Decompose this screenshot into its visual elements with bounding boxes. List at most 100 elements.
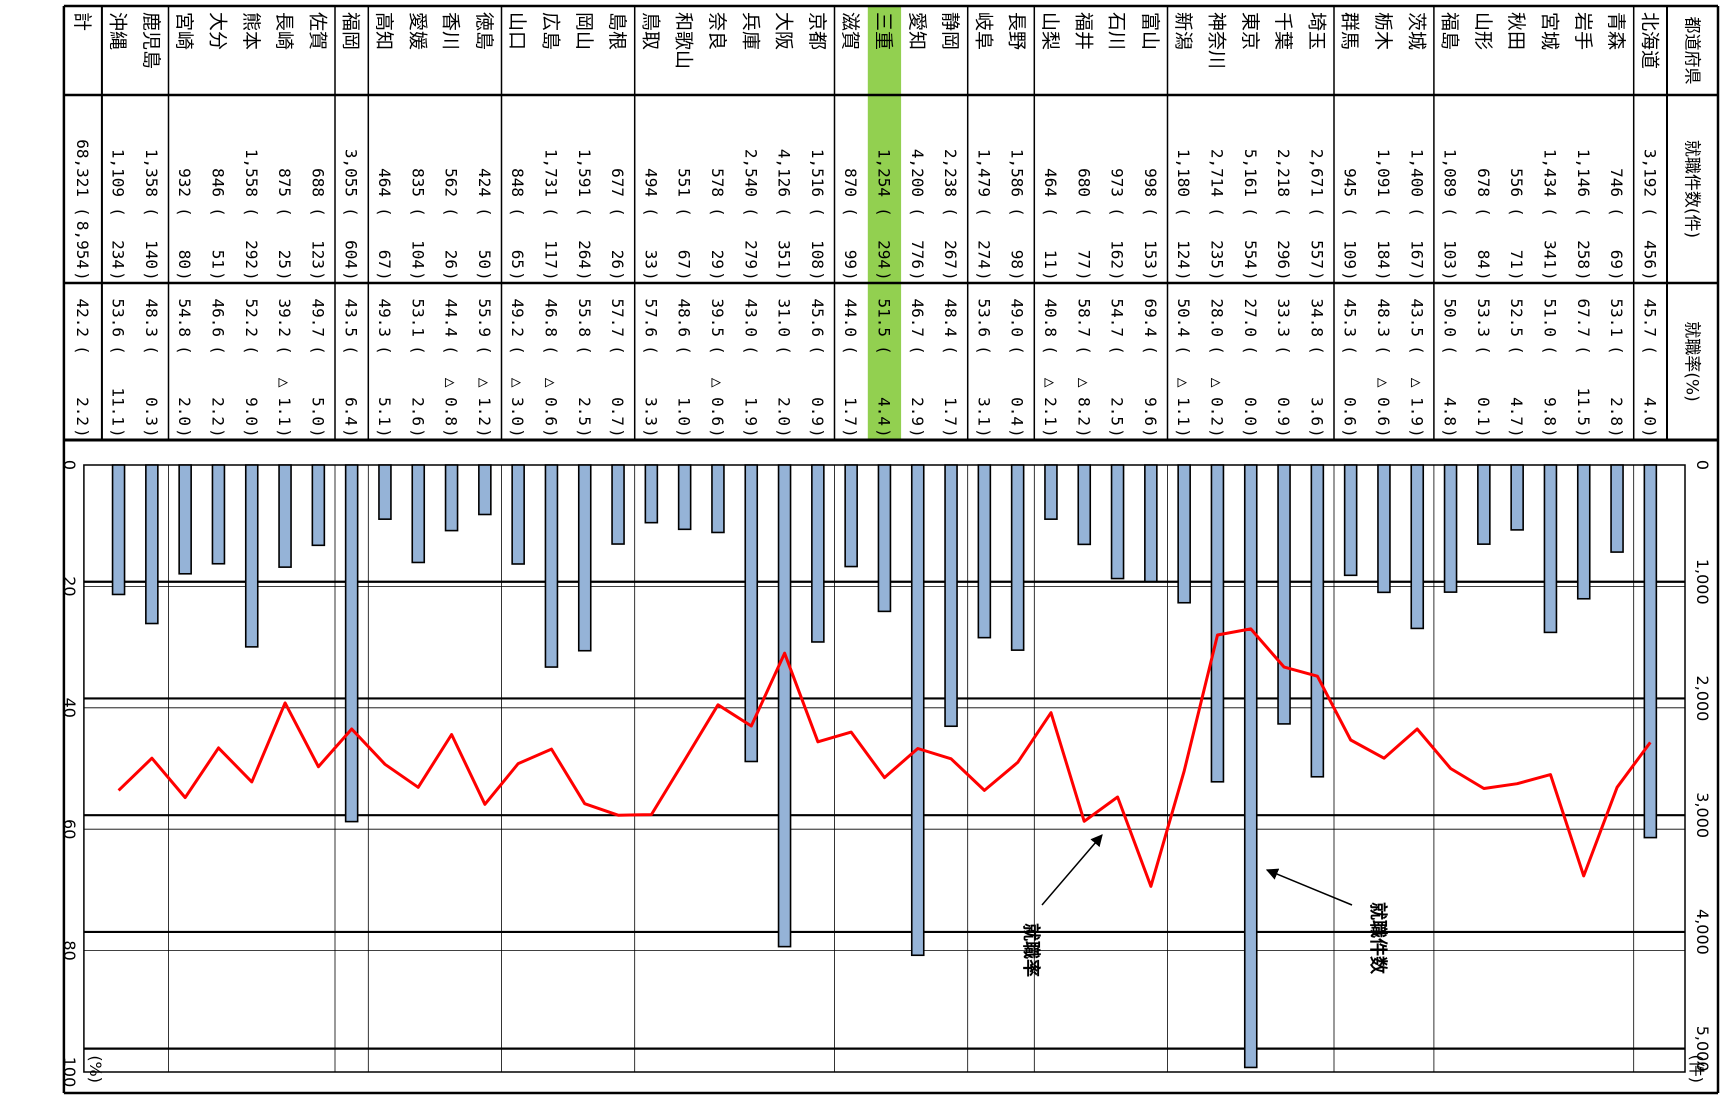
prefecture-name: 富山 xyxy=(1139,12,1161,50)
rate-paren-open: ( xyxy=(1441,345,1460,355)
rate-change: △ 1.1 xyxy=(1174,378,1193,426)
rate-paren-open: ( xyxy=(575,345,594,355)
count-paren-open: ( xyxy=(408,207,427,217)
count-change: 26 xyxy=(442,250,461,269)
count-value: 678 xyxy=(1474,168,1493,197)
count-paren-open: ( xyxy=(874,207,893,217)
rate-change: 0.1 xyxy=(1474,397,1493,426)
rate-paren-close: ) xyxy=(475,428,494,438)
count-paren-close: ) xyxy=(641,271,660,281)
rate-change: △ 1.1 xyxy=(275,378,294,426)
count-value: 848 xyxy=(508,168,527,197)
count-paren-close: ) xyxy=(708,271,727,281)
prefecture-name: 栃木 xyxy=(1372,12,1394,50)
count-change: 103 xyxy=(1441,240,1460,269)
count-value: 2,238 xyxy=(941,149,960,197)
table-row: 鹿児島 1,358 (140) 48.3 (0.3) xyxy=(140,12,162,438)
rate-paren-close: ) xyxy=(775,428,794,438)
table-row: 岡山 1,591 (264) 55.8 (2.5) xyxy=(573,12,595,438)
rotated-sheet: 都道府県就職件数(件)就職率(%)北海道3,192(456)45.7(4.0)青… xyxy=(60,4,1720,1095)
table-row: 富山 998 (153) 69.4 (9.6) xyxy=(1139,12,1161,438)
rate-change: 2.9 xyxy=(908,397,927,426)
count-paren-open: ( xyxy=(708,207,727,217)
rate-value: 43.5 xyxy=(1407,298,1426,337)
rate-paren-close: ) xyxy=(242,428,261,438)
count-value: 2,714 xyxy=(1207,149,1226,197)
bar-大阪 xyxy=(777,464,792,948)
table-row: 熊本 1,558 (292) 52.2 (9.0) xyxy=(240,12,262,438)
rate-change: 0.9 xyxy=(1274,397,1293,426)
rate-value: 46.6 xyxy=(208,298,227,337)
count-paren-close: ) xyxy=(475,271,494,281)
rate-change: 0.3 xyxy=(142,397,161,426)
count-paren-open: ( xyxy=(208,207,227,217)
prefecture-name: 福島 xyxy=(1439,12,1461,50)
rate-paren-open: ( xyxy=(874,345,893,355)
rate-value: 53.6 xyxy=(109,298,128,337)
rate-paren-close: ) xyxy=(608,428,627,438)
rate-change: 2.0 xyxy=(775,397,794,426)
count-paren-open: ( xyxy=(1441,207,1460,217)
rate-paren-close: ) xyxy=(1441,428,1460,438)
bar-新潟 xyxy=(1177,464,1191,604)
rate-paren-close: ) xyxy=(741,428,760,438)
rate-value: 49.2 xyxy=(508,298,527,337)
rate-change: 11.1 xyxy=(109,387,128,426)
rate-change: 2.5 xyxy=(575,397,594,426)
count-change: 351 xyxy=(775,240,794,269)
count-paren-close: ) xyxy=(508,271,527,281)
rate-paren-close: ) xyxy=(308,428,327,438)
count-change: 11 xyxy=(1041,250,1060,269)
count-paren-close: ) xyxy=(1274,271,1293,281)
table-row: 神奈川 2,714 (235) 28.0 (△ 0.2) xyxy=(1205,12,1227,438)
count-value: 1,731 xyxy=(541,149,560,197)
highlight-row xyxy=(867,6,902,440)
table-row: 山形 678 (84) 53.3 (0.1) xyxy=(1472,12,1494,438)
count-paren-close: ) xyxy=(1307,271,1326,281)
bar-埼玉 xyxy=(1310,464,1325,778)
table-row: 宮崎 932 (80) 54.8 (2.0) xyxy=(173,12,195,438)
count-change: 234 xyxy=(109,240,128,269)
count-change: 117 xyxy=(541,240,560,269)
rate-change: 3.6 xyxy=(1307,397,1326,426)
rate-value: 48.3 xyxy=(1374,298,1393,337)
bar-沖縄 xyxy=(111,464,126,596)
count-paren-close: ) xyxy=(541,271,560,281)
rate-change: 6.4 xyxy=(342,397,361,426)
rate-paren-close: ) xyxy=(675,428,694,438)
bar-山口 xyxy=(511,464,525,565)
table-row: 大分 846 (51) 46.6 (2.2) xyxy=(206,12,228,438)
rate-change: 2.2 xyxy=(73,397,92,426)
rate-paren-close: ) xyxy=(841,428,860,438)
table-row: 大阪 4,126 (351) 31.0 (2.0) xyxy=(773,12,795,438)
rate-paren-open: ( xyxy=(1574,345,1593,355)
rate-paren-open: ( xyxy=(1008,345,1027,355)
rate-tick-label: 40 xyxy=(60,698,79,718)
rate-paren-open: ( xyxy=(1241,345,1260,355)
prefecture-name: 神奈川 xyxy=(1205,12,1227,69)
bar-石川 xyxy=(1110,464,1125,580)
count-paren-close: ) xyxy=(1640,271,1659,281)
count-change: 776 xyxy=(908,240,927,269)
bar-愛知 xyxy=(910,464,925,957)
rate-paren-open: ( xyxy=(508,345,527,355)
count-change: 123 xyxy=(308,240,327,269)
bar-和歌山 xyxy=(677,464,692,531)
rate-paren-close: ) xyxy=(375,428,394,438)
count-value: 746 xyxy=(1607,168,1626,197)
rate-value: 46.8 xyxy=(541,298,560,337)
count-paren-close: ) xyxy=(1540,271,1559,281)
prefecture-name: 和歌山 xyxy=(673,12,695,69)
rate-paren-open: ( xyxy=(442,345,461,355)
prefecture-name: 長野 xyxy=(1006,12,1028,50)
count-change: 67 xyxy=(675,250,694,269)
table-row: 京都 1,516 (108) 45.6 (0.9) xyxy=(806,12,828,438)
count-paren-open: ( xyxy=(1341,207,1360,217)
table-row: 岩手 1,146 (258) 67.7 (11.5) xyxy=(1572,12,1594,438)
rate-change: 1.0 xyxy=(675,397,694,426)
count-change: 8,954 xyxy=(73,221,92,269)
rate-value: 45.3 xyxy=(1341,298,1360,337)
count-paren-open: ( xyxy=(1607,207,1626,217)
prefecture-name: 青森 xyxy=(1605,12,1627,50)
rate-paren-open: ( xyxy=(1507,345,1526,355)
